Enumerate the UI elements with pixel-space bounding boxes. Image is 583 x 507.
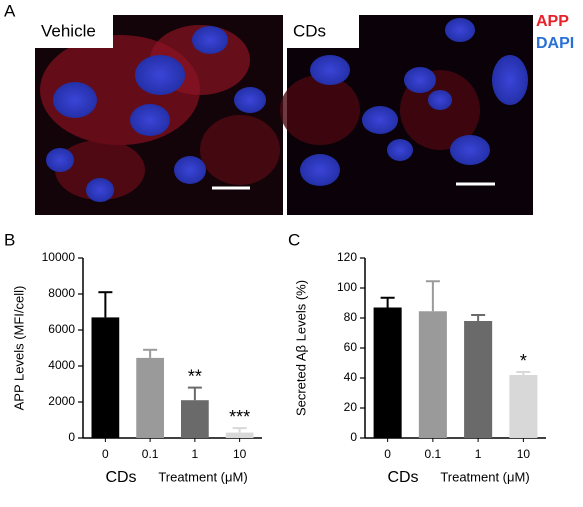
image-label: Vehicle [41,21,96,40]
panel-label: A [4,1,16,20]
y-tick-label: 8000 [48,286,75,300]
y-tick-label: 2000 [48,394,75,408]
significance: * [520,351,527,371]
image-label: CDs [293,21,326,40]
x-tick-label: 0.1 [425,447,442,461]
x-tick-label: 1 [475,447,482,461]
significance: ** [188,366,202,386]
y-tick-label: 100 [337,280,357,294]
bar [225,432,254,438]
x-group-label: CDs [105,469,136,486]
panel-label: C [288,230,300,249]
bar [509,375,538,438]
bar [91,317,120,438]
x-axis-label: Treatment (μM) [440,469,529,484]
y-tick-label: 0 [350,430,357,444]
x-tick-label: 0.1 [142,447,159,461]
y-axis-label: APP Levels (MFI/cell) [11,286,26,411]
y-tick-label: 0 [68,430,75,444]
micrograph-cds [280,15,533,215]
panel-label: B [4,230,15,249]
bar [373,307,402,438]
y-tick-label: 20 [344,400,358,414]
x-tick-label: 0 [384,447,391,461]
y-tick-label: 6000 [48,322,75,336]
x-tick-label: 10 [517,447,531,461]
y-tick-label: 4000 [48,358,75,372]
legend-entry: APP [536,13,569,30]
bar [181,400,209,438]
micrograph-vehicle [35,15,283,215]
x-tick-label: 1 [192,447,199,461]
x-group-label: CDs [387,469,418,486]
bar [464,321,493,438]
legend-entry: DAPI [536,35,574,52]
y-tick-label: 40 [344,370,358,384]
significance: *** [229,407,250,427]
y-tick-label: 80 [344,310,358,324]
x-axis-label: Treatment (μM) [158,469,247,484]
x-tick-label: 10 [233,447,247,461]
x-tick-label: 0 [102,447,109,461]
y-tick-label: 10000 [42,250,76,264]
bar [136,357,164,438]
bar [418,311,447,438]
y-tick-label: 60 [344,340,358,354]
y-axis-label: Secreted Aβ Levels (%) [293,280,308,416]
y-tick-label: 120 [337,250,357,264]
